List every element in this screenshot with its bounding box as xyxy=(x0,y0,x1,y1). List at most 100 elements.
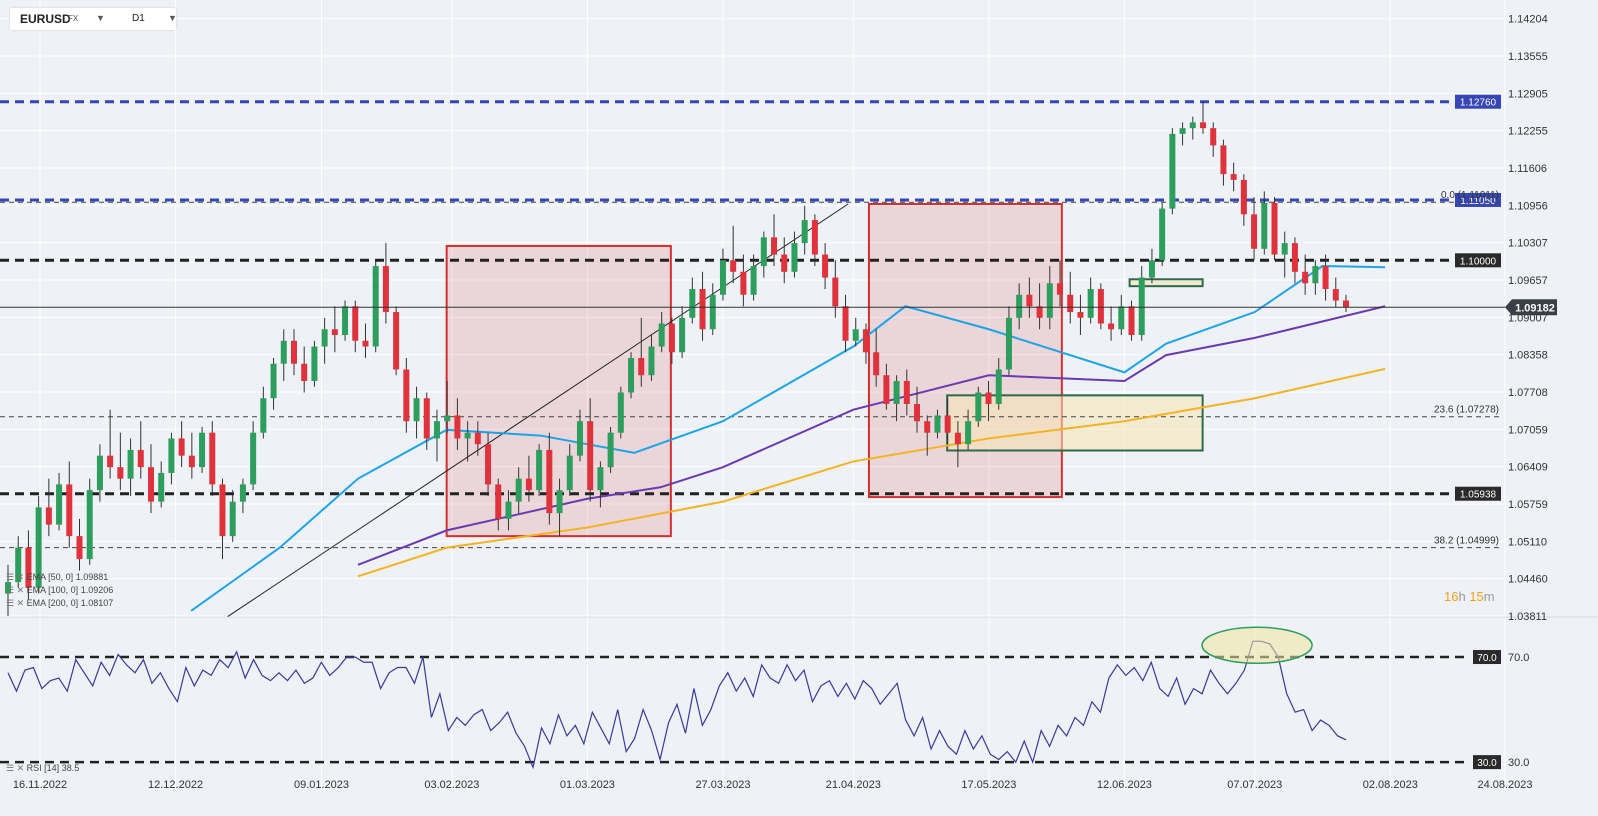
candle xyxy=(413,386,420,439)
candle-body xyxy=(771,237,778,255)
y-tick-label: 1.09007 xyxy=(1508,312,1548,324)
close-icon[interactable]: ✕ xyxy=(14,572,27,582)
candle xyxy=(1138,266,1145,341)
candle xyxy=(597,461,604,508)
candle-body xyxy=(311,346,318,381)
candle-body xyxy=(1128,306,1135,336)
candle xyxy=(607,426,614,473)
level-label: 1.12760 xyxy=(1460,98,1497,109)
candle-body xyxy=(96,455,103,491)
rsi-legend[interactable]: ☰ ✕ RSI [14] 38.5 xyxy=(6,763,79,774)
candle-body xyxy=(1087,289,1094,318)
candle xyxy=(628,352,635,399)
candle-body xyxy=(1210,128,1217,146)
candle-body xyxy=(229,501,236,537)
close-icon[interactable]: ✕ xyxy=(14,598,27,608)
candle-body xyxy=(1169,133,1176,209)
candle-body xyxy=(495,484,502,519)
candle xyxy=(852,317,859,347)
settings-icon[interactable]: ☰ xyxy=(6,763,15,773)
candle-body xyxy=(1057,283,1064,295)
candle xyxy=(985,380,992,422)
candle xyxy=(730,225,737,284)
candle-body xyxy=(1138,277,1145,336)
y-tick-label: 1.09657 xyxy=(1508,275,1548,287)
candle xyxy=(260,386,267,439)
ema-legend-100[interactable]: ☰ ✕ EMA [100, 0] 1.09206 xyxy=(6,585,113,596)
symbol-selector[interactable]: EURUSD FX ▼ D1 ▼ xyxy=(10,8,177,30)
candle xyxy=(1057,260,1064,307)
candle-body xyxy=(699,289,706,330)
settings-icon[interactable]: ☰ xyxy=(6,598,15,608)
settings-icon[interactable]: ☰ xyxy=(6,572,15,582)
candle xyxy=(76,518,83,571)
legend-params: [14] xyxy=(44,763,60,773)
candle xyxy=(352,300,359,353)
candle-body xyxy=(975,392,982,422)
candle xyxy=(423,392,430,450)
legend-value: 38.5 xyxy=(61,763,80,773)
candle-body xyxy=(321,329,328,347)
candle-body xyxy=(1118,306,1125,330)
candle-body xyxy=(628,357,635,393)
candle-body xyxy=(1077,312,1084,318)
candle xyxy=(5,564,11,616)
candle xyxy=(1312,260,1319,295)
x-tick-label: 12.12.2022 xyxy=(148,779,203,791)
candle-body xyxy=(1097,289,1104,324)
candle xyxy=(1036,283,1043,330)
candle xyxy=(668,317,675,364)
candle xyxy=(944,398,951,445)
chevron-down-icon[interactable]: ▼ xyxy=(168,13,177,23)
candle-body xyxy=(66,484,73,537)
ema-legend-200[interactable]: ☰ ✕ EMA [200, 0] 1.08107 xyxy=(6,598,113,609)
candle xyxy=(1128,300,1135,341)
level-label-box xyxy=(1455,486,1501,501)
fib-label: 38.2 (1.04999) xyxy=(1434,536,1499,547)
candle-body xyxy=(382,266,389,313)
candle xyxy=(975,386,982,427)
candle xyxy=(127,438,134,496)
candle-body xyxy=(668,323,675,353)
candle-body xyxy=(903,380,910,404)
close-icon[interactable]: ✕ xyxy=(14,585,27,595)
symbol-label: EURUSD xyxy=(20,12,71,26)
candle xyxy=(1332,277,1339,308)
candle-body xyxy=(76,536,83,560)
candle-body xyxy=(1312,266,1319,284)
candle xyxy=(587,398,594,502)
candle-body xyxy=(444,415,451,422)
y-tick-label: 1.07059 xyxy=(1508,424,1548,436)
x-tick-label: 21.04.2023 xyxy=(826,779,881,791)
candle xyxy=(883,363,890,410)
candle-body xyxy=(393,312,400,370)
candle xyxy=(536,444,543,496)
chevron-down-icon[interactable]: ▼ xyxy=(96,13,105,23)
close-icon[interactable]: ✕ xyxy=(14,763,27,773)
last-price-line: 1.09182 xyxy=(0,299,1557,316)
candle-body xyxy=(260,398,267,433)
candle xyxy=(25,530,32,600)
x-tick-label: 16.11.2022 xyxy=(13,779,67,791)
candle-body xyxy=(188,455,195,468)
candle xyxy=(372,260,379,353)
candle-body xyxy=(474,432,481,445)
candle-body xyxy=(760,237,767,267)
candle-body xyxy=(331,329,338,336)
settings-icon[interactable]: ☰ xyxy=(6,585,15,595)
candle-body xyxy=(423,398,430,439)
candle-body xyxy=(709,294,716,330)
legend-value: 1.09881 xyxy=(75,572,109,582)
candle-body xyxy=(638,357,645,376)
candle xyxy=(168,432,175,485)
candle-body xyxy=(1343,300,1349,308)
ema-legend-50[interactable]: ☰ ✕ EMA [50, 0] 1.09881 xyxy=(6,572,108,583)
candle-body xyxy=(740,271,747,295)
candle xyxy=(1148,248,1155,284)
exchange-label: FX xyxy=(68,14,79,23)
candle-body xyxy=(1179,128,1186,134)
candle xyxy=(1118,294,1125,336)
candle-body xyxy=(576,421,583,456)
rsi-level-box xyxy=(1473,755,1501,770)
